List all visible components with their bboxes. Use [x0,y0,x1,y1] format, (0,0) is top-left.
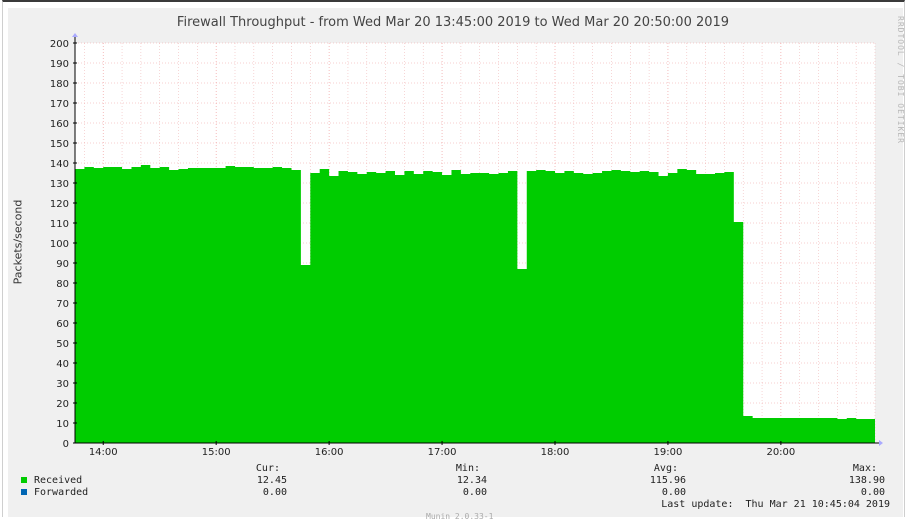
y-tick-label: 160 [50,119,69,130]
stats-received-max: 138.90 [848,475,885,486]
stats-forwarded-avg: 0.00 [661,487,686,498]
y-tick-label: 150 [50,139,69,150]
y-tick-label: 120 [50,199,69,210]
stats-header-max: Max: [852,463,877,474]
y-tick-label: 40 [56,359,69,370]
legend-label-received: Received [34,475,83,486]
chart-title: Firewall Throughput - from Wed Mar 20 13… [176,15,730,30]
y-tick-label: 130 [50,179,69,190]
y-tick-label: 180 [50,79,69,90]
y-tick-label: 110 [50,219,69,230]
x-tick-label: 19:00 [654,447,683,458]
y-tick-label: 80 [56,279,69,290]
x-tick-label: 16:00 [315,447,344,458]
stats-received-avg: 115.96 [649,475,686,486]
x-tick-label: 18:00 [541,447,570,458]
legend-swatch-received [21,477,27,483]
y-axis-arrow [72,33,78,37]
stats-received-cur: 12.45 [256,475,287,486]
last-update: Last update: Thu Mar 21 10:45:04 2019 [661,499,890,510]
stats-forwarded-cur: 0.00 [262,487,287,498]
y-tick-label: 50 [56,339,69,350]
y-tick-label: 60 [56,319,69,330]
y-tick-label: 10 [56,419,69,430]
y-tick-label: 70 [56,299,69,310]
stats-forwarded-max: 0.00 [860,487,885,498]
y-tick-label: 190 [50,59,69,70]
y-tick-label: 0 [63,439,69,450]
y-tick-label: 170 [50,99,69,110]
x-tick-label: 15:00 [202,447,231,458]
x-tick-label: 14:00 [89,447,118,458]
rrdtool-watermark: RRDTOOL / TOBI OETIKER [896,16,905,144]
y-tick-label: 140 [50,159,69,170]
stats-forwarded-min: 0.00 [462,487,487,498]
y-tick-label: 20 [56,399,69,410]
legend-label-forwarded: Forwarded [34,487,89,498]
y-tick-label: 100 [50,239,69,250]
stats-received-min: 12.34 [456,475,487,486]
x-tick-label: 20:00 [766,447,795,458]
stats-header-avg: Avg: [653,463,678,474]
legend-swatch-forwarded [21,489,27,495]
y-tick-label: 200 [50,39,69,50]
received-area [75,165,875,443]
x-axis-arrow [879,440,883,446]
stats-header-cur: Cur: [255,463,280,474]
stats-header-min: Min: [455,463,480,474]
y-tick-label: 30 [56,379,69,390]
x-tick-label: 17:00 [428,447,457,458]
y-tick-label: 90 [56,259,69,270]
